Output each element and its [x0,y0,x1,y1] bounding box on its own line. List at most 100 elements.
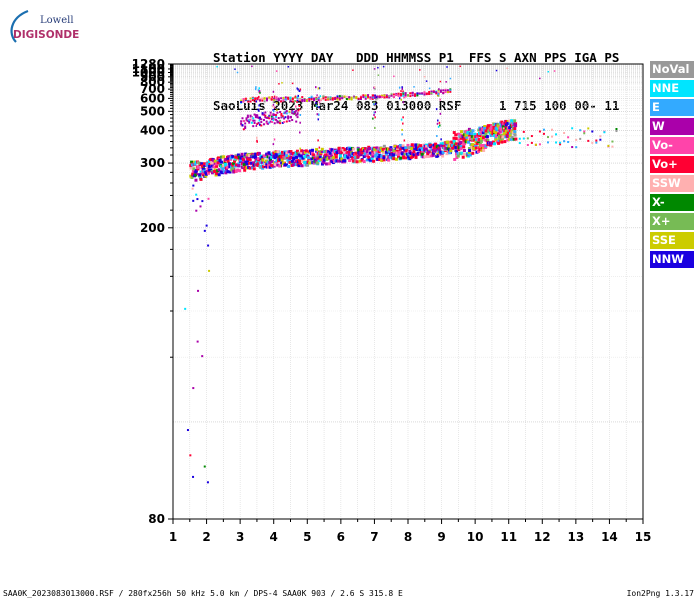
echo-point [401,133,403,136]
echo-point [441,150,445,154]
echo-point [316,113,319,116]
echo-point [265,163,269,167]
echo-point [245,117,248,120]
echo-point [245,166,249,170]
echo-point [506,120,510,124]
legend-item-x-: X- [650,194,694,211]
echo-point [542,132,545,135]
echo-point [190,163,194,167]
echo-point [470,145,474,149]
echo-point [459,145,463,149]
echo-point [336,96,339,99]
echo-point [332,156,336,160]
echo-point [208,163,212,167]
echo-point [344,151,348,155]
echo-point [273,118,276,121]
echo-point [425,80,428,82]
echo-point [388,96,391,99]
echo-point [478,134,482,138]
echo-point [296,101,298,104]
echo-point [265,116,268,119]
echo-point [322,150,326,154]
echo-point [362,155,366,159]
echo-point [490,125,494,129]
echo-point [374,97,377,100]
echo-point [285,110,288,113]
echo-point [303,99,306,102]
echo-point [445,81,447,83]
echo-point [359,148,363,152]
echo-point [192,184,195,187]
echo-point [277,159,281,163]
echo-point [343,154,347,158]
echo-point [301,96,304,99]
echo-point [381,150,385,154]
x-tick-label: 8 [404,530,412,544]
echo-point [272,110,275,113]
echo-point [489,141,493,145]
echo-point [477,150,481,154]
echo-point [247,155,251,159]
echo-point [454,137,458,141]
echo-point [446,66,448,68]
echo-point [551,135,554,138]
echo-point [341,95,344,98]
echo-point [456,154,460,158]
echo-point [414,155,418,159]
echo-point [270,98,273,101]
echo-point [289,99,292,102]
echo-point [452,139,456,143]
y-tick-label: 900 [140,70,165,84]
echo-point [393,75,395,78]
echo-point [506,121,510,125]
echo-point [500,120,504,124]
echo-point [289,150,293,154]
echo-point [320,150,324,154]
echo-point [277,152,281,156]
x-axis-ticks: 1 2 3 4 5 6 7 8 9 10 11 12 13 14 15 [169,519,651,544]
echo-point [283,117,286,120]
echo-point [308,161,312,165]
echo-point [571,146,574,149]
echo-point [368,151,372,155]
echo-point [440,138,442,141]
echo-point [464,133,468,137]
echo-point [340,157,344,161]
legend-item-nnw: NNW [650,251,694,268]
echo-point [445,152,449,156]
echo-point [508,134,512,138]
echo-point [423,148,427,152]
echo-point [273,156,277,160]
echo-point [256,163,260,167]
echo-point [253,119,256,122]
echo-point [221,167,225,171]
echo-point [459,130,463,134]
echo-point [272,152,276,156]
echo-point [359,97,362,100]
echo-point [611,145,614,148]
echo-point [493,129,497,133]
echo-point [575,146,578,149]
echo-point [399,156,403,160]
echo-point [261,97,264,100]
echo-point [512,137,516,141]
echo-point [436,122,439,125]
echo-point [210,171,214,175]
echo-point [230,165,234,169]
echo-point [240,152,244,156]
echo-point [291,118,294,121]
echo-point [338,154,342,158]
echo-point [272,117,275,120]
echo-point [452,131,456,135]
echo-point [272,114,275,117]
echo-point [449,149,453,153]
echo-point [311,148,315,152]
echo-point [281,161,285,165]
echo-point [364,97,367,100]
echo-point [314,155,318,159]
echo-point [271,96,273,99]
echo-point [304,149,308,153]
echo-point [428,91,431,94]
echo-point [449,89,452,92]
echo-point [462,152,466,156]
